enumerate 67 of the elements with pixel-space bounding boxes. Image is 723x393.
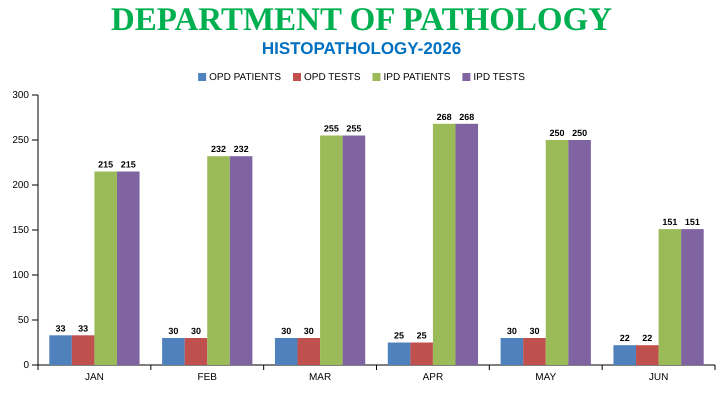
data-label: 250: [572, 128, 588, 138]
data-label: 22: [620, 333, 630, 344]
bar: [546, 140, 568, 365]
y-tick-label: 150: [12, 225, 30, 236]
data-label: 232: [211, 144, 226, 154]
data-label: 255: [324, 124, 339, 134]
bar: [116, 172, 140, 365]
bar: [274, 338, 298, 365]
y-tick-label: 300: [12, 90, 30, 102]
bar: [658, 229, 682, 365]
data-label: 151: [662, 217, 678, 228]
x-tick-label: FEB: [198, 372, 218, 384]
bar: [342, 136, 366, 365]
bar: [432, 124, 456, 365]
data-label: 268: [436, 112, 452, 122]
chart-title: DEPARTMENT OF PATHOLOGY: [110, 2, 612, 38]
bar: [49, 335, 72, 365]
x-tick-label: MAY: [535, 372, 557, 384]
y-tick-label: 50: [18, 315, 30, 326]
chart-subtitle: HISTOPATHOLOGY-2026: [262, 39, 462, 58]
x-tick-label: APR: [422, 372, 444, 384]
bar: [613, 345, 636, 365]
data-label: 22: [642, 333, 652, 344]
data-label: 25: [394, 330, 404, 340]
y-tick-label: 0: [23, 360, 30, 372]
bar: [320, 136, 343, 365]
x-tick-label: JAN: [84, 372, 104, 384]
data-label: 255: [346, 124, 362, 134]
data-label: 30: [506, 326, 517, 336]
x-tick-label: MAR: [308, 372, 332, 384]
y-tick-label: 100: [12, 270, 30, 282]
data-label: 30: [281, 326, 292, 336]
bar: [94, 172, 117, 365]
bar: [72, 335, 94, 365]
data-label: 232: [234, 144, 249, 154]
bar: [500, 338, 524, 365]
data-label: 30: [529, 326, 540, 336]
y-tick-label: 250: [12, 135, 30, 146]
data-label: 30: [304, 326, 314, 336]
bar: [162, 338, 185, 365]
legend-label: IPD TESTS: [473, 72, 526, 83]
bar: [455, 124, 478, 365]
data-label: 215: [120, 160, 136, 170]
bar: [298, 338, 320, 365]
legend-label: OPD PATIENTS: [209, 72, 282, 83]
data-label: 268: [459, 112, 474, 122]
legend-label: IPD PATIENTS: [384, 72, 451, 83]
bar: [207, 156, 230, 365]
data-label: 30: [168, 326, 178, 336]
data-label: 25: [416, 330, 427, 340]
bar: [388, 342, 410, 365]
bar: [523, 338, 546, 365]
bar: [410, 342, 433, 365]
bar: [184, 338, 208, 365]
bar: [568, 140, 591, 365]
x-tick-label: JUN: [648, 372, 668, 384]
data-label: 151: [684, 217, 700, 228]
data-label: 33: [56, 323, 66, 334]
data-label: 30: [190, 326, 201, 336]
bar: [681, 229, 704, 365]
data-label: 250: [550, 128, 565, 138]
bar: [230, 156, 252, 365]
y-tick-label: 200: [12, 180, 30, 192]
legend-label: OPD TESTS: [304, 72, 361, 83]
data-label: 215: [98, 160, 114, 170]
data-label: 33: [78, 323, 88, 334]
bar: [636, 345, 659, 365]
